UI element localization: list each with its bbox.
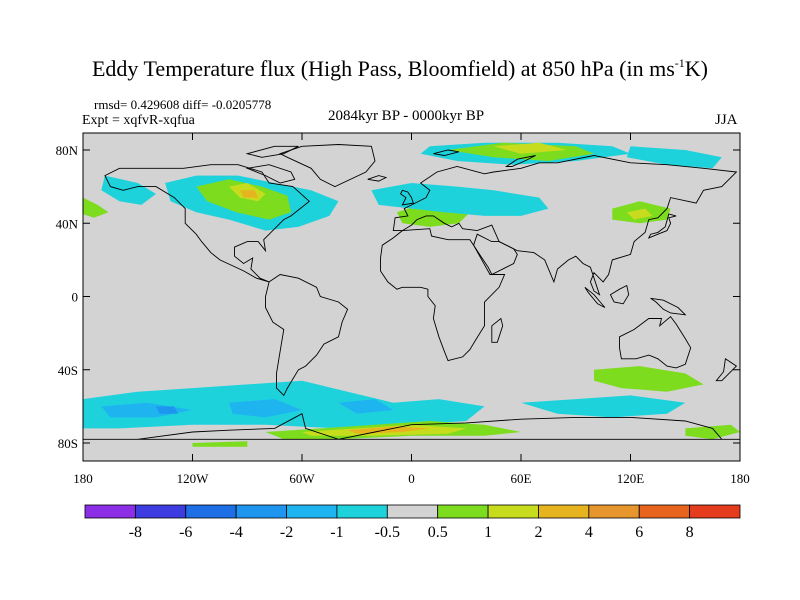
colorbar-label: -0.5	[375, 524, 400, 541]
coastline-greenland	[278, 144, 376, 188]
lat-tick-label: 80S	[58, 436, 78, 451]
lon-tick-label: 180	[73, 471, 93, 486]
coastline-antarctica	[83, 413, 740, 440]
colorbar-label: -2	[280, 524, 293, 541]
region-canada-orange	[240, 190, 259, 198]
experiment-text: Expt = xqfvR-xqfua	[82, 113, 195, 128]
coastline-arabia	[473, 233, 518, 276]
lat-tick-label: 80N	[56, 143, 79, 158]
colorbar-swatch	[84, 504, 136, 519]
colorbar-label: -6	[179, 524, 192, 541]
colorbar-label: 2	[534, 524, 542, 541]
region-ross-green	[685, 424, 740, 440]
colorbar-swatch	[286, 504, 338, 519]
colorbar-swatch	[638, 504, 691, 519]
region-indian-cyan	[521, 395, 686, 418]
colorbar-swatch	[235, 504, 287, 519]
colorbar-swatch	[437, 504, 489, 519]
region-gulf-of-alaska	[101, 175, 156, 205]
lon-tick-label: 180	[730, 471, 750, 486]
coastline-new-zealand	[715, 358, 738, 382]
axis-ticks: 80N 40N 0 40S 80S 180 120W 60W 0 60E 120E 180	[56, 133, 750, 486]
title-suffix: K)	[684, 56, 708, 81]
colorbar-label: 0.5	[428, 524, 448, 541]
region-antarctic-orange	[347, 426, 430, 434]
coastline-svalbard	[433, 149, 460, 156]
coastline-borneo	[609, 284, 630, 305]
region-east-siberia-cyan	[626, 146, 722, 169]
colorbar-label: -8	[129, 524, 142, 541]
lat-tick-label: 0	[72, 290, 79, 305]
lon-tick-label: 120W	[177, 471, 210, 486]
colorbar-swatch	[185, 504, 237, 519]
period-text: 2084kyr BP - 0000kyr BP	[327, 108, 485, 124]
region-australia-green	[594, 366, 704, 392]
colorbar-label: 1	[484, 524, 492, 541]
coastline-ellesmere	[245, 145, 299, 158]
coastlines	[83, 144, 740, 440]
colorbar-label: -1	[330, 524, 343, 541]
coastline-north-america	[104, 164, 310, 283]
region-europe-cyan	[371, 183, 549, 216]
title-superscript: -1	[674, 56, 685, 70]
colorbar-swatch	[336, 504, 388, 519]
coastline-iceland	[367, 175, 388, 182]
colorbar-swatch	[134, 504, 187, 519]
coastline-uk	[400, 189, 414, 206]
coastline-japan	[647, 213, 677, 239]
title-main: Eddy Temperature flux (High Pass, Bloomf…	[91, 56, 675, 81]
region-canada-green	[196, 179, 291, 220]
coastline-africa	[380, 228, 506, 362]
colorbar-label: 8	[686, 524, 694, 541]
coastline-south-america	[265, 274, 349, 397]
colorbar-label: 6	[635, 524, 643, 541]
figure-title: Eddy Temperature flux (High Pass, Bloomf…	[0, 56, 800, 82]
coastline-australia	[619, 315, 692, 369]
lon-tick-label: 0	[408, 471, 415, 486]
coastline-madagascar	[491, 317, 504, 343]
coastline-baffin	[245, 164, 296, 184]
colorbar-swatch	[487, 504, 539, 519]
region-alaska-west	[83, 197, 109, 218]
lon-tick-label: 60W	[289, 471, 315, 486]
coastline-new-guinea	[650, 297, 687, 316]
colorbar-swatch	[538, 504, 590, 519]
region-southern-blue-4	[338, 399, 394, 414]
region-arctic-yellow	[493, 142, 567, 154]
region-asia-yellow	[626, 208, 653, 220]
colorbar-swatch	[386, 504, 439, 519]
colorbar: -8 -6 -4 -2 -1 -0.5 0.5 1 2 4 6 8	[84, 504, 741, 541]
region-antarctic-green-2	[192, 441, 248, 447]
colorbar-label: -4	[229, 524, 242, 541]
colorbar-swatch	[588, 504, 640, 519]
region-southern-blue	[101, 402, 193, 418]
colorbar-label: 4	[585, 524, 593, 541]
lat-tick-label: 40S	[58, 363, 78, 378]
lon-tick-label: 120E	[617, 471, 645, 486]
stats-text: rmsd= 0.429608 diff= -0.0205778	[94, 97, 272, 112]
coastline-sumatra	[584, 286, 606, 308]
lat-tick-label: 40N	[56, 216, 79, 231]
region-southern-blue-2	[229, 399, 302, 418]
region-southern-blue-3	[156, 406, 178, 414]
coastline-eurasia	[392, 155, 738, 296]
colorbar-swatch	[689, 504, 741, 519]
coastline-novaya-zemlya	[504, 155, 536, 167]
lon-tick-label: 60E	[511, 471, 532, 486]
season-label: JJA	[715, 112, 738, 128]
